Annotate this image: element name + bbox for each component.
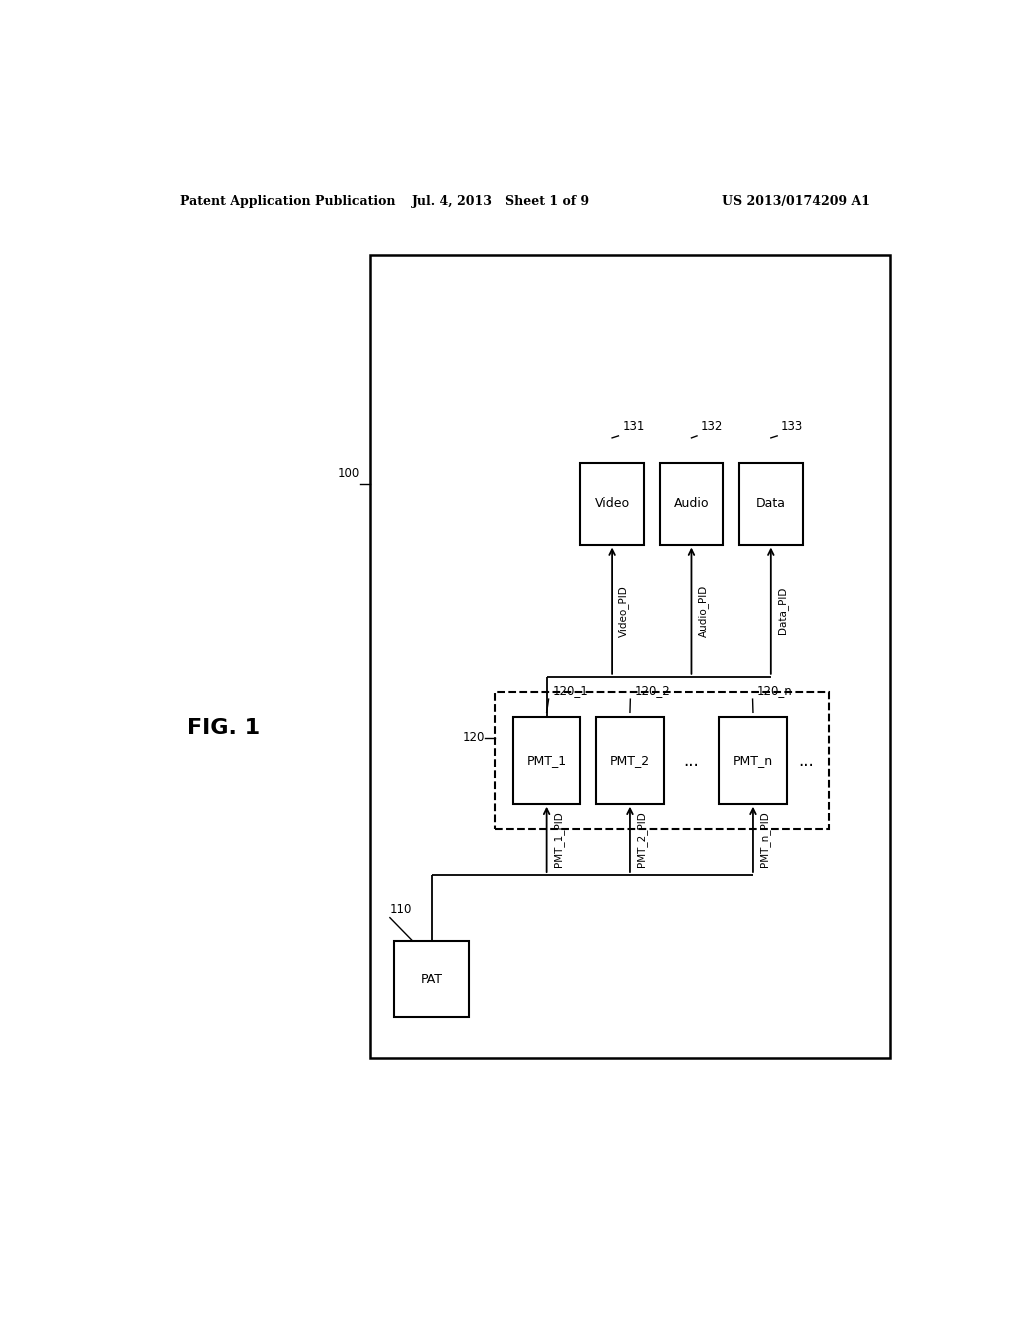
Text: Audio: Audio (674, 498, 710, 511)
Text: Jul. 4, 2013   Sheet 1 of 9: Jul. 4, 2013 Sheet 1 of 9 (412, 194, 590, 207)
Text: Video: Video (595, 498, 630, 511)
Bar (739, 463, 803, 545)
Text: Patent Application Publication: Patent Application Publication (179, 194, 395, 207)
Bar (513, 718, 581, 804)
Text: ...: ... (799, 751, 814, 770)
Bar (719, 718, 786, 804)
Bar (596, 718, 664, 804)
Text: ...: ... (684, 751, 699, 770)
Text: PMT_2_PID: PMT_2_PID (636, 812, 647, 867)
Text: 120_2: 120_2 (634, 684, 670, 697)
Text: 131: 131 (623, 420, 645, 433)
Text: 120: 120 (463, 731, 485, 744)
Text: 120_n: 120_n (757, 684, 793, 697)
Text: PAT: PAT (421, 973, 442, 986)
Bar (394, 941, 469, 1018)
Text: Data_PID: Data_PID (777, 587, 788, 635)
Text: 133: 133 (781, 420, 804, 433)
Text: Data: Data (756, 498, 785, 511)
Text: Audio_PID: Audio_PID (697, 585, 709, 636)
Text: 100: 100 (338, 467, 359, 480)
Text: PMT_1_PID: PMT_1_PID (553, 812, 564, 867)
Bar (581, 463, 644, 545)
Text: US 2013/0174209 A1: US 2013/0174209 A1 (722, 194, 870, 207)
Bar (370, 255, 890, 1057)
Text: PMT_2: PMT_2 (610, 754, 650, 767)
Text: 110: 110 (390, 903, 413, 916)
Text: 132: 132 (701, 420, 723, 433)
Text: FIG. 1: FIG. 1 (186, 718, 260, 738)
Bar (496, 692, 828, 829)
Text: 120_1: 120_1 (553, 684, 589, 697)
Bar (659, 463, 723, 545)
Text: PMT_n: PMT_n (733, 754, 773, 767)
Text: PMT_n_PID: PMT_n_PID (760, 812, 770, 867)
Text: Video_PID: Video_PID (618, 585, 630, 636)
Text: PMT_1: PMT_1 (526, 754, 566, 767)
